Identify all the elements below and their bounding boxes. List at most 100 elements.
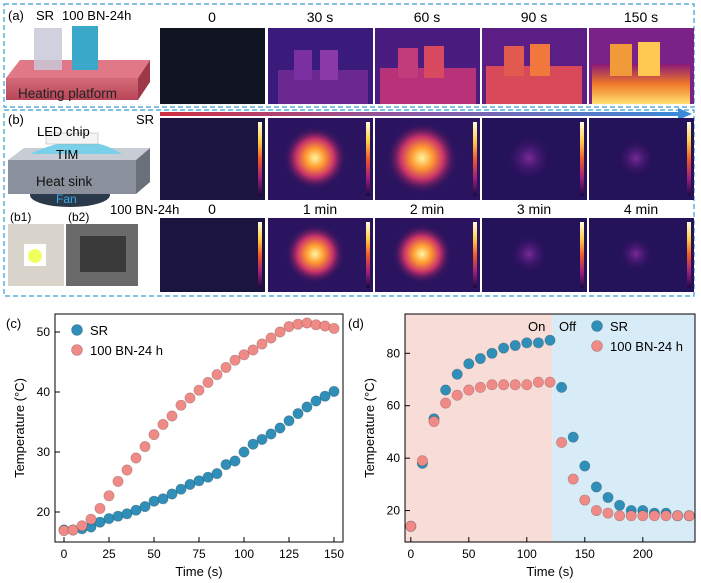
bn-data-point (602, 507, 614, 519)
bn-data-point (184, 392, 196, 404)
thermal-warm-zone (424, 46, 444, 78)
bn-data-point (509, 379, 521, 391)
legend-label-bn: 100 BN-24 h (90, 343, 163, 358)
thermal-warm-zone (398, 48, 418, 78)
x-tick-label: 150 (324, 547, 344, 561)
sr-data-point (521, 337, 533, 349)
chart-d-plot-area (404, 313, 696, 543)
thermal-warm-zone (638, 42, 660, 76)
sr-data-point (292, 408, 304, 420)
panel-c-label: (c) (6, 316, 21, 331)
bn-data-point (76, 520, 88, 532)
y-tick-label: 20 (37, 505, 51, 519)
bn-data-point (157, 418, 169, 430)
panel-b-frame (3, 109, 695, 297)
on-label: On (528, 319, 545, 334)
color-scale-bar (473, 122, 477, 196)
sr-data-point (328, 385, 340, 397)
bn-data-point (579, 494, 591, 506)
thermal-row-a (160, 28, 694, 104)
color-scale-bar (366, 122, 370, 196)
thermal-image-bn-0 (160, 218, 265, 292)
sr-data-point (211, 468, 223, 480)
led-glow (28, 249, 42, 263)
time-label-b-2: 2 min (410, 201, 444, 217)
bn-data-point (463, 384, 475, 396)
tim-layer (30, 141, 122, 154)
panel-a-label: (a) (8, 8, 24, 23)
bn-data-point (428, 415, 440, 427)
bn-data-point (103, 490, 115, 502)
bn-data-point (683, 510, 695, 522)
sr-data-point (229, 455, 241, 467)
bn-data-point (672, 510, 684, 522)
off-label: Off (559, 319, 576, 334)
sr-data-point (509, 339, 521, 351)
sr-data-point (157, 493, 169, 505)
y-tick-label: 20 (387, 504, 401, 518)
panel-a-frame (3, 3, 695, 108)
panel-d-label: (d) (348, 316, 364, 331)
y-tick-label: 50 (37, 325, 51, 339)
sr-data-point (579, 460, 591, 472)
x-tick-label: 50 (462, 547, 476, 561)
bn-data-point (319, 320, 331, 332)
heating-platform-label: Heating platform (18, 86, 117, 101)
sr-data-point (301, 401, 313, 413)
chart-c-ylabel: Temperature (°C) (12, 378, 27, 478)
row-label-sr: SR (136, 112, 154, 127)
sr-data-point (139, 501, 151, 513)
legend-label-sr: SR (610, 319, 628, 334)
photo-b1-label: (b1) (10, 210, 31, 224)
bn-data-point (121, 464, 133, 476)
bn-data-point (625, 510, 637, 522)
time-label-b-1: 1 min (303, 201, 337, 217)
bn-data-point (637, 510, 649, 522)
sr-data-point (590, 481, 602, 493)
chart-c-xlabel: Time (s) (175, 564, 222, 579)
bn-data-point (283, 321, 295, 333)
chart-c: (c) Temperature (°C) Time (s) 0 25 50 75 100… (6, 313, 344, 579)
chart-d-background (405, 314, 695, 542)
sr-data-point (256, 433, 268, 445)
chart-d: (d) Temperature (°C) Time (s) On Off 0 50… (348, 313, 696, 579)
sr-data-point (310, 395, 322, 407)
sr-data-point (148, 495, 160, 507)
color-scale-bar (687, 122, 691, 196)
sr-data-point (556, 381, 568, 393)
heat-sink-side (136, 148, 150, 194)
x-tick-label: 25 (102, 547, 116, 561)
sr-data-point (440, 384, 452, 396)
panel-a: (a) SR 100 BN-24h Heating platform (3, 3, 695, 108)
photo-b2-label: (b2) (68, 210, 89, 224)
sr-data-point (220, 459, 232, 471)
legend-marker-sr (71, 324, 83, 336)
time-label-a-1: 30 s (307, 9, 333, 25)
tim-label: TIM (56, 147, 78, 162)
time-label-a-0: 0 (208, 9, 216, 25)
bn-data-point (193, 384, 205, 396)
sr-data-point (193, 475, 205, 487)
hot-spot (392, 224, 452, 284)
sr-data-point (112, 510, 124, 522)
bn-data-point (328, 322, 340, 334)
sr-data-point (265, 428, 277, 440)
color-scale-bar (687, 222, 691, 288)
sample-label-sr: SR (36, 8, 54, 23)
chart-d-xlabel: Time (s) (526, 564, 573, 579)
color-scale-bar (473, 222, 477, 288)
legend-marker-bn (591, 340, 603, 352)
bn-data-point (85, 513, 97, 525)
bn-data-point (440, 397, 452, 409)
heat-sink-label: Heat sink (36, 174, 93, 189)
sr-data-point (614, 499, 626, 511)
sr-sample-block (34, 28, 62, 70)
heating-platform-front (6, 78, 138, 100)
color-scale-bar (258, 122, 262, 196)
sr-data-point (463, 358, 475, 370)
sr-data-point (544, 334, 556, 346)
warm-spot (505, 134, 553, 182)
warm-spot (618, 236, 654, 272)
bn-data-point (486, 379, 498, 391)
x-tick-label: 0 (407, 547, 414, 561)
